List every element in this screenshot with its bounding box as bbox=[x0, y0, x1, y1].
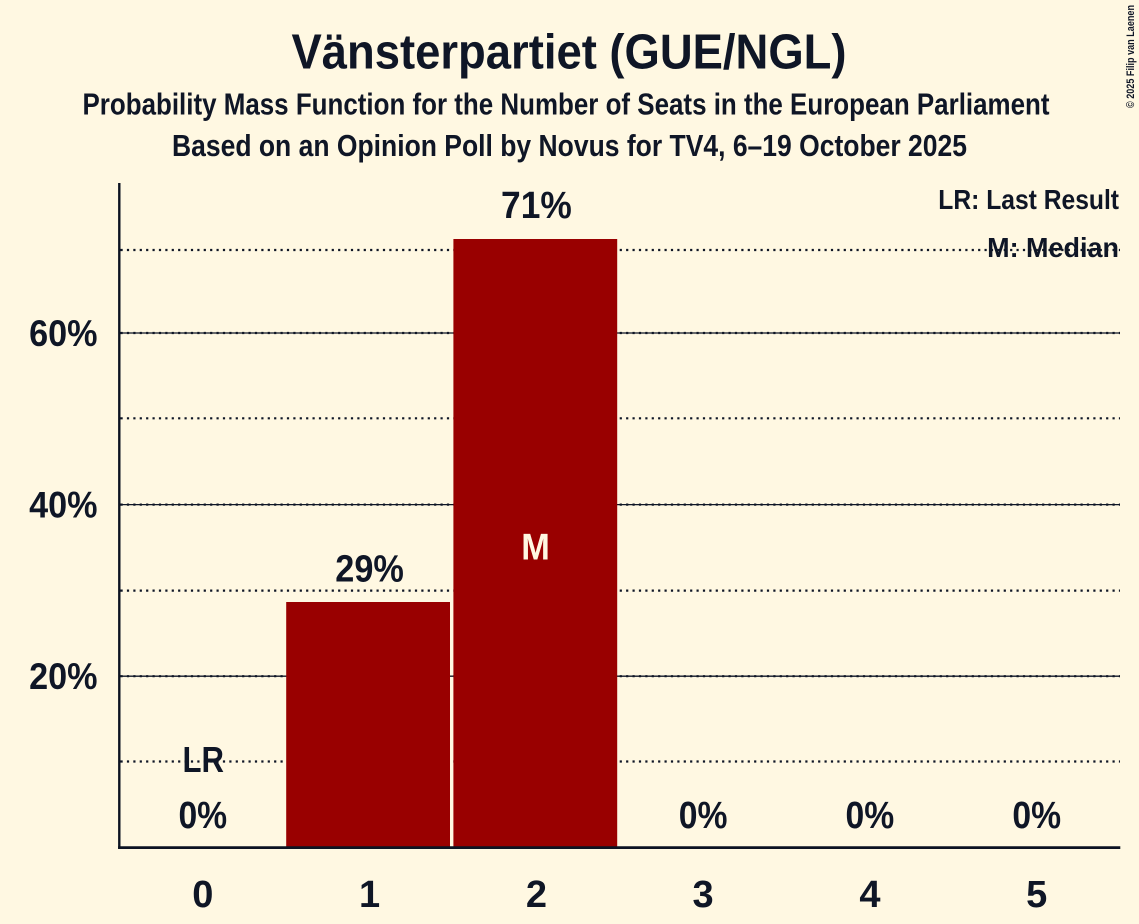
svg-text:20%: 20% bbox=[29, 656, 97, 697]
svg-text:40%: 40% bbox=[29, 485, 97, 526]
svg-text:LR: Last Result: LR: Last Result bbox=[938, 184, 1119, 215]
svg-text:M: M bbox=[521, 527, 550, 568]
svg-text:© 2025 Filip van Laenen: © 2025 Filip van Laenen bbox=[1125, 5, 1137, 108]
svg-text:1: 1 bbox=[359, 874, 380, 916]
svg-text:71%: 71% bbox=[501, 185, 572, 227]
svg-text:29%: 29% bbox=[335, 549, 404, 591]
svg-text:0%: 0% bbox=[846, 795, 895, 837]
svg-text:60%: 60% bbox=[29, 313, 97, 354]
svg-text:Based on an Opinion Poll by No: Based on an Opinion Poll by Novus for TV… bbox=[172, 128, 967, 163]
svg-text:Probability Mass Function for: Probability Mass Function for the Number… bbox=[83, 87, 1050, 122]
svg-text:5: 5 bbox=[1026, 874, 1047, 916]
svg-text:M: Median: M: Median bbox=[987, 232, 1119, 263]
svg-text:LR: LR bbox=[183, 739, 225, 780]
svg-text:0%: 0% bbox=[1012, 795, 1061, 837]
svg-text:2: 2 bbox=[526, 874, 547, 916]
svg-text:0%: 0% bbox=[178, 795, 227, 837]
svg-text:0%: 0% bbox=[679, 795, 728, 837]
svg-text:0: 0 bbox=[192, 874, 213, 916]
svg-text:3: 3 bbox=[693, 874, 714, 916]
svg-text:4: 4 bbox=[859, 874, 880, 916]
svg-text:Vänsterpartiet (GUE/NGL): Vänsterpartiet (GUE/NGL) bbox=[292, 26, 847, 80]
